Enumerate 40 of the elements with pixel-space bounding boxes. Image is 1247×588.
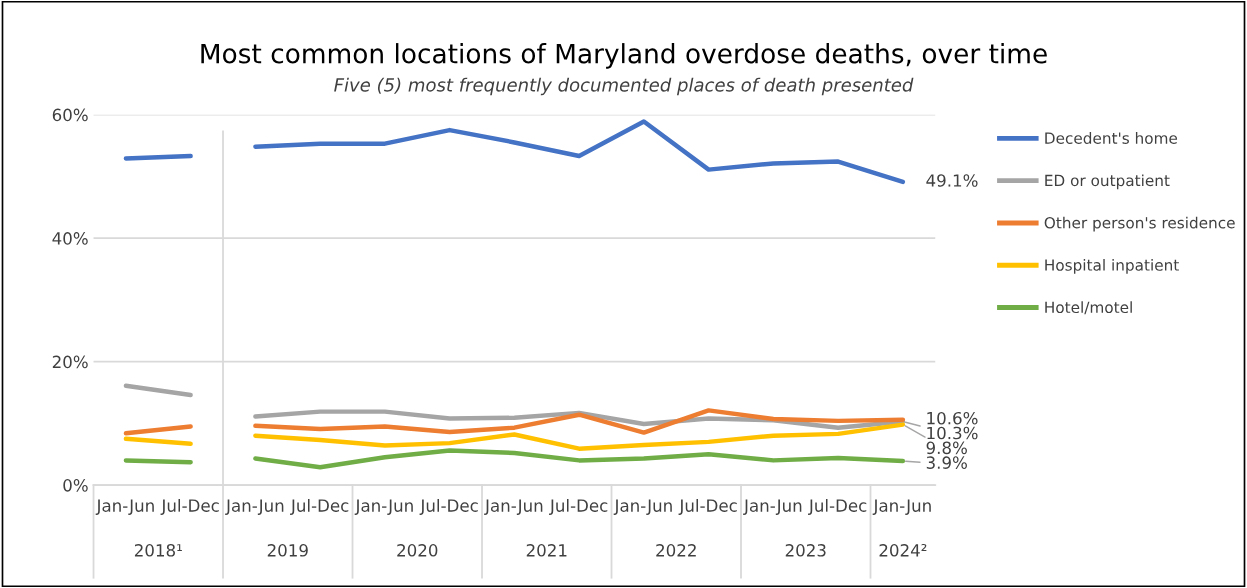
- x-tick-label: Jan-Jun: [872, 499, 931, 515]
- y-tick-label: 0%: [63, 479, 88, 492]
- legend-label: Other person's residence: [1044, 216, 1235, 232]
- line-series: [253, 119, 906, 185]
- x-tick-label: Jul-Dec: [160, 498, 219, 515]
- text: 2023: [785, 544, 826, 557]
- data-label: 49.1%: [926, 174, 978, 187]
- x-tick-label: Jul-Dec: [808, 498, 867, 515]
- text: 2018¹: [134, 544, 182, 557]
- x-tick-label: Jul-Dec: [678, 498, 737, 515]
- text: 2021: [526, 544, 567, 557]
- data-label: 10.3%: [927, 426, 978, 440]
- text: 2022: [656, 544, 696, 557]
- legend-label: Decedent's home: [1045, 132, 1178, 144]
- x-tick-label: Jan-Jun: [354, 499, 413, 515]
- text: 2024²: [879, 544, 927, 557]
- data-label: 9.8%: [926, 441, 967, 455]
- legend-label: ED or outpatient: [1045, 174, 1170, 190]
- data-label: 10.6%: [927, 411, 978, 425]
- x-tick-label: Jul-Dec: [419, 498, 478, 515]
- x-tick-label: Jul-Dec: [290, 498, 349, 515]
- legend-label: Hotel/motel: [1045, 301, 1132, 315]
- y-tick-label: 40%: [52, 232, 88, 245]
- x-tick-label: Jan-Jun: [95, 499, 154, 515]
- y-tick-label: 20%: [52, 355, 88, 369]
- y-tick-label: 60%: [52, 108, 88, 122]
- text: 2019: [267, 544, 308, 557]
- x-tick-label: Jan-Jun: [743, 499, 802, 515]
- x-tick-label: Jul-Dec: [549, 498, 608, 515]
- x-tick-label: Jan-Jun: [484, 499, 543, 515]
- x-tick-label: Jan-Jun: [613, 499, 672, 515]
- chart-subtitle: Five (5) most frequently documented places of death presented: [334, 77, 914, 96]
- x-tick-label: Jan-Jun: [225, 499, 284, 515]
- text: 2020: [397, 544, 438, 557]
- legend-label: Hospital inpatient: [1045, 258, 1179, 274]
- chart-title: Most common locations of Maryland overdose deaths, over time: [201, 43, 1047, 69]
- line-series: [253, 422, 906, 451]
- line-series: [253, 408, 906, 435]
- line-series: [253, 448, 906, 470]
- data-label: 3.9%: [926, 456, 967, 469]
